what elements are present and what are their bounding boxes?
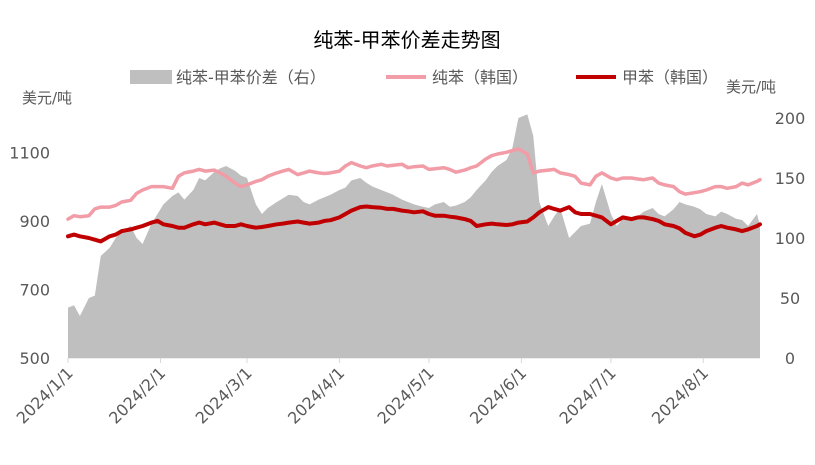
y-left-tick-label: 700 bbox=[19, 280, 50, 299]
legend-label-spread: 纯苯-甲苯价差（右） bbox=[176, 68, 326, 87]
chart-title: 纯苯-甲苯价差走势图 bbox=[313, 28, 500, 52]
y-right-tick-label: 50 bbox=[780, 289, 800, 308]
y-right-tick-label: 150 bbox=[775, 169, 806, 188]
y-left-tick-label: 1100 bbox=[9, 143, 50, 162]
legend: 纯苯-甲苯价差（右） 纯苯（韩国） 甲苯（韩国） bbox=[130, 68, 718, 87]
legend-label-toluene: 甲苯（韩国） bbox=[622, 68, 718, 87]
series-line-toluene bbox=[66, 204, 762, 244]
legend-swatch-spread bbox=[130, 70, 172, 84]
series-line-benzene bbox=[66, 147, 762, 221]
legend-label-benzene: 纯苯（韩国） bbox=[432, 68, 528, 87]
y-axis-left-ticks: 500 700 900 1100 bbox=[9, 143, 50, 368]
y-left-tick-label: 900 bbox=[19, 212, 50, 231]
y-axis-right-ticks: 0 50 100 150 200 bbox=[775, 109, 806, 368]
y-right-tick-label: 200 bbox=[775, 109, 806, 128]
y-axis-left-unit: 美元/吨 bbox=[22, 89, 72, 107]
y-right-tick-label: 100 bbox=[775, 229, 806, 248]
series-area-spread bbox=[68, 114, 760, 359]
y-right-tick-label: 0 bbox=[785, 349, 795, 368]
series-layer bbox=[66, 114, 762, 359]
y-left-tick-label: 500 bbox=[19, 349, 50, 368]
y-axis-right-unit: 美元/吨 bbox=[726, 78, 776, 96]
